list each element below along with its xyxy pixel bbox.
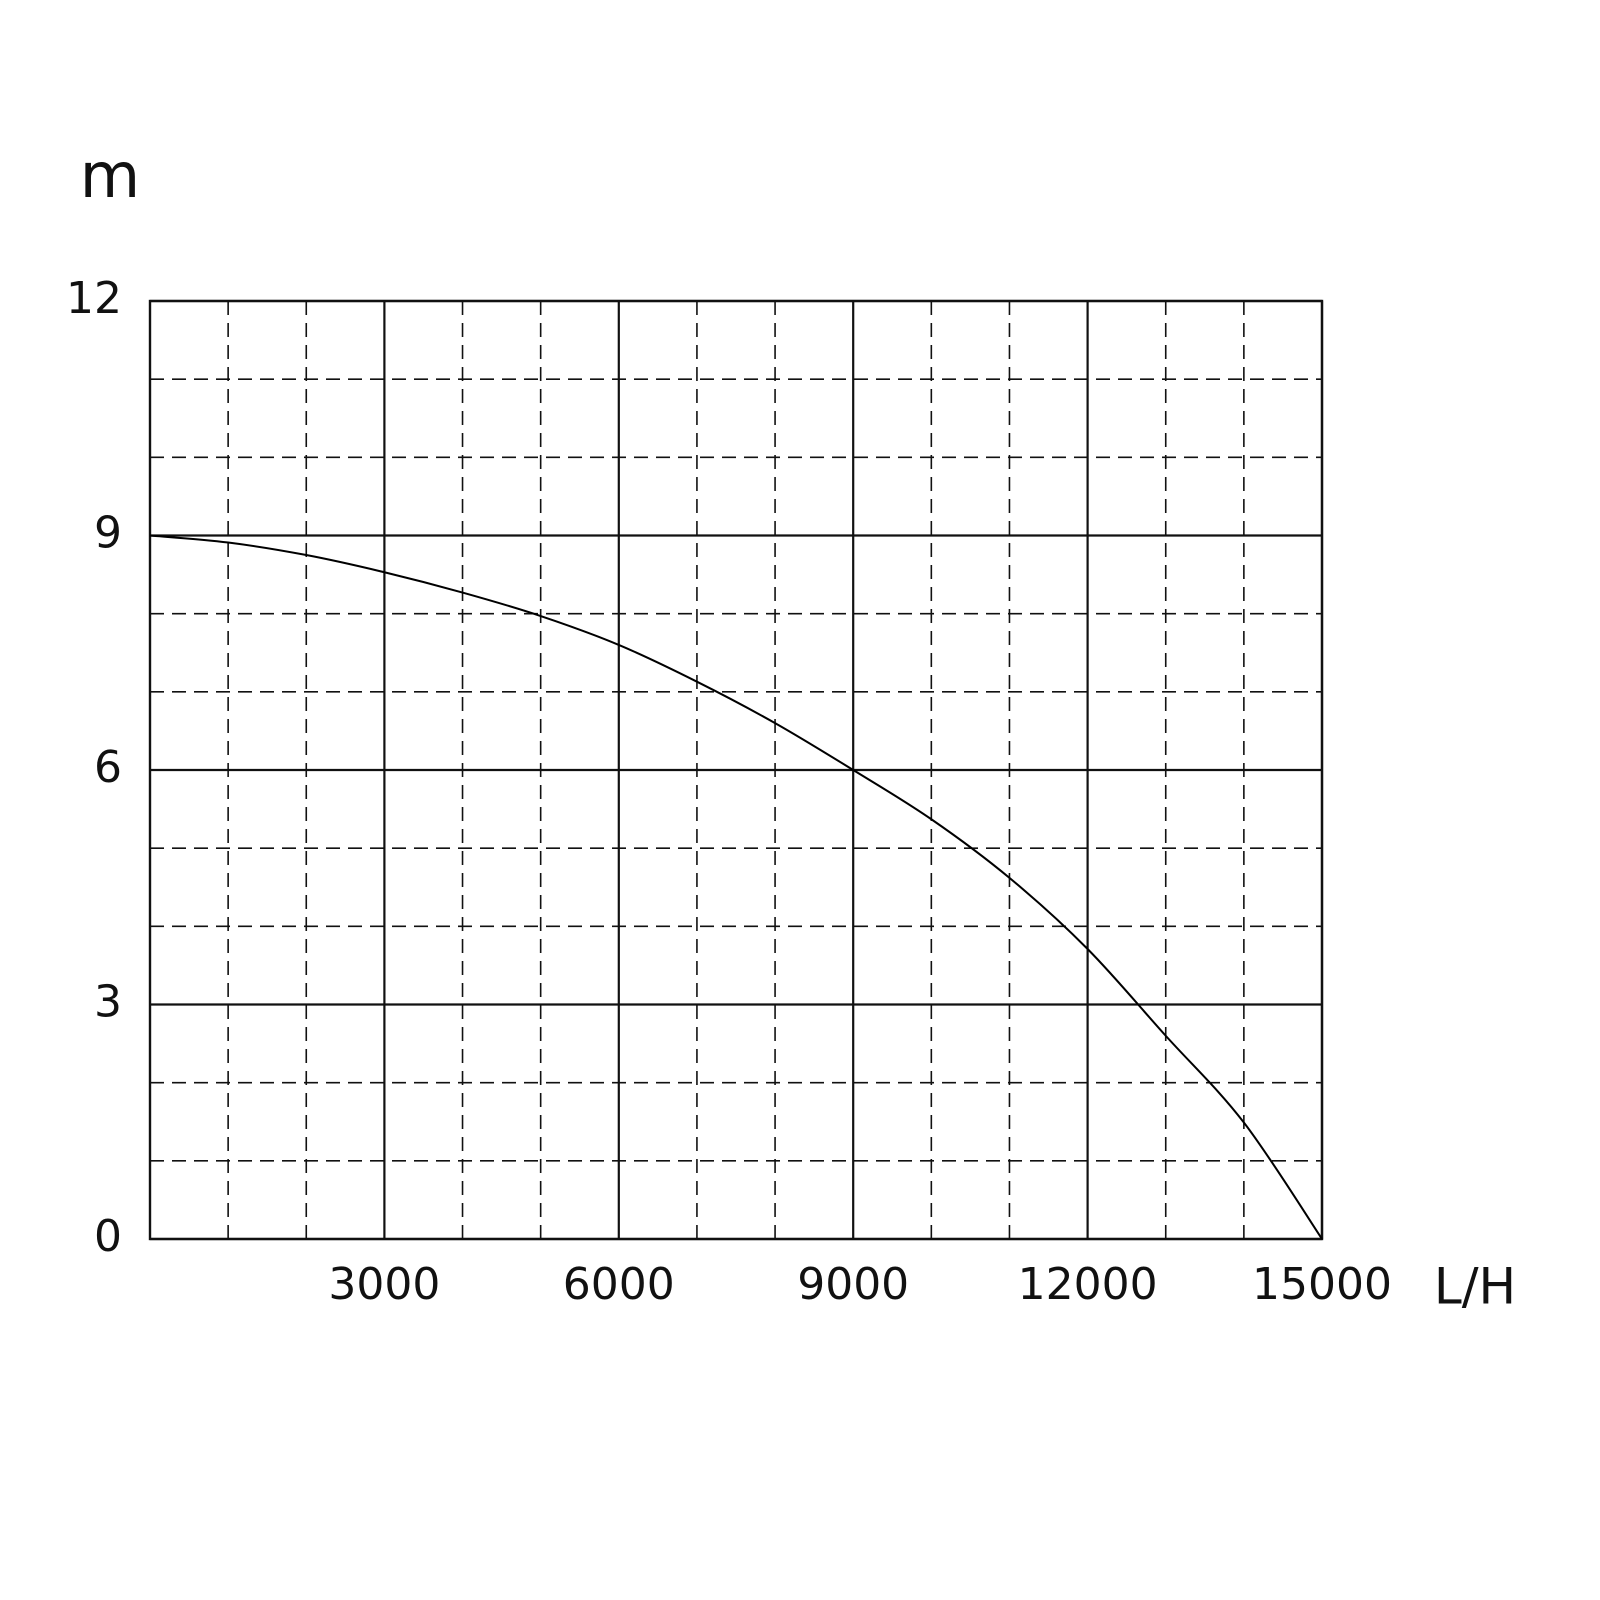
curve — [149, 534, 1323, 1240]
y-tick-label: 0 — [94, 1211, 122, 1262]
x-axis-label: L/H — [1434, 1258, 1516, 1316]
y-tick-label: 12 — [66, 273, 122, 324]
y-tick-label: 3 — [94, 977, 122, 1028]
plot-frame — [148, 299, 1324, 1241]
x-tick-label: 15000 — [1252, 1259, 1392, 1310]
x-tick-label: 12000 — [1018, 1259, 1158, 1310]
y-axis-label: m — [80, 139, 140, 212]
x-tick-label: 9000 — [797, 1259, 909, 1310]
y-tick-label: 9 — [94, 508, 122, 559]
y-tick-label: 6 — [94, 742, 122, 793]
x-tick-label: 3000 — [328, 1259, 440, 1310]
x-tick-label: 6000 — [563, 1259, 675, 1310]
